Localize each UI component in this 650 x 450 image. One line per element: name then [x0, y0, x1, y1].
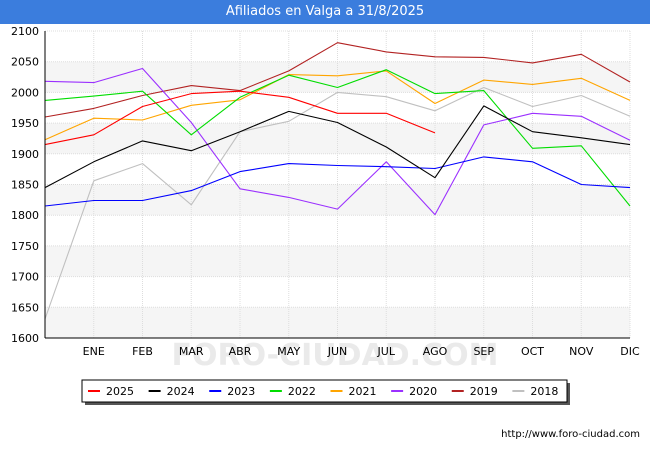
series-line-2024	[44, 105, 631, 189]
y-tick-label: 1900	[11, 148, 39, 161]
x-tick-label: NOV	[569, 345, 594, 358]
axes	[44, 31, 630, 339]
legend-label-2021: 2021	[349, 385, 377, 398]
x-tick-label: JUL	[377, 345, 396, 358]
x-tick-label: AGO	[423, 345, 448, 358]
legend-label-2022: 2022	[288, 385, 316, 398]
watermark: FORO-CIUDAD.COM	[172, 338, 499, 373]
x-tick-label: OCT	[521, 345, 544, 358]
y-tick-label: 2000	[11, 86, 39, 99]
legend-label-2019: 2019	[470, 385, 498, 398]
series-line-2018	[44, 86, 631, 320]
legend-label-2025: 2025	[106, 385, 134, 398]
footer-url: http://www.foro-ciudad.com	[501, 429, 640, 440]
series-line-2023	[44, 156, 631, 207]
x-tick-label: FEB	[132, 345, 153, 358]
series-line-2022	[44, 69, 631, 207]
x-tick-label: MAY	[277, 345, 300, 358]
series-line-2021	[44, 70, 631, 141]
x-tick-label: DIC	[620, 345, 640, 358]
series-line-2019	[44, 42, 631, 118]
legend-label-2020: 2020	[409, 385, 437, 398]
y-tick-label: 1750	[11, 240, 39, 253]
y-tick-label: 1650	[11, 301, 39, 314]
y-tick-labels: 1600 1650 1700 1750 1800 1850 1900 1950 2000 2050…	[11, 25, 39, 345]
y-tick-label: 1600	[11, 332, 39, 345]
x-tick-labels: ENE FEB MAR ABR MAY JUN JUL AGO SEP OCT NOV DIC	[83, 345, 640, 358]
x-tick-label: JUN	[327, 345, 348, 358]
series-line-2025	[44, 90, 436, 146]
legend-label-2018: 2018	[530, 385, 558, 398]
legend-label-2023: 2023	[227, 385, 255, 398]
series-lines	[44, 42, 631, 320]
series-line-2020	[44, 67, 631, 216]
y-tick-label: 1950	[11, 117, 39, 130]
y-tick-label: 2050	[11, 56, 39, 69]
legend-box	[81, 379, 568, 403]
plot-band	[45, 307, 630, 338]
legend: 2025 2024 2023 2022 2021 2020 2019 2018	[81, 379, 570, 405]
x-tick-label: SEP	[473, 345, 494, 358]
y-tick-label: 1800	[11, 209, 39, 222]
x-tick-label: ABR	[229, 345, 252, 358]
x-tick-label: ENE	[83, 345, 105, 358]
legend-label-2024: 2024	[167, 385, 195, 398]
chart-title: Afiliados en Valga a 31/8/2025	[0, 0, 650, 24]
x-tick-label: MAR	[179, 345, 204, 358]
y-tick-label: 2100	[11, 25, 39, 38]
y-tick-label: 1700	[11, 271, 39, 284]
y-tick-label: 1850	[11, 179, 39, 192]
